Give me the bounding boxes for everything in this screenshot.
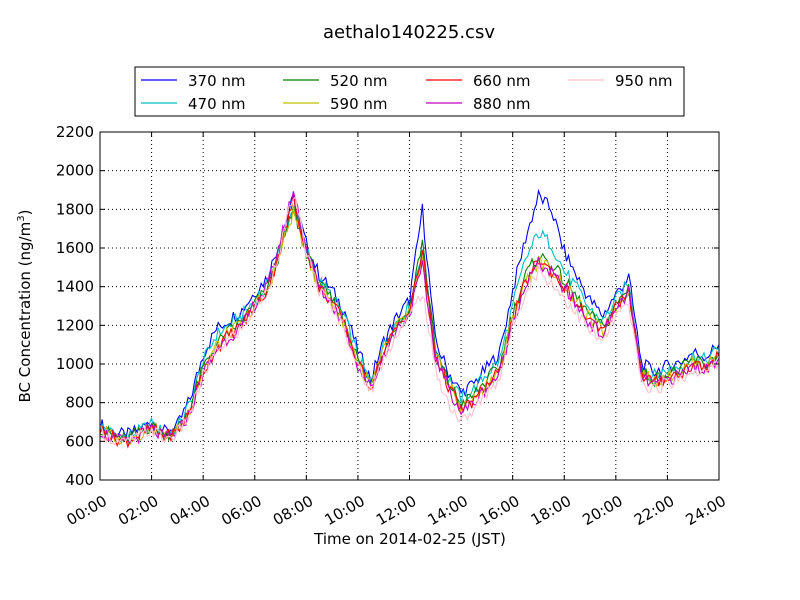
y-tick-label: 1400: [56, 278, 94, 296]
legend: 370 nm 470 nm 520 nm 590 nm 660 nm 880 nm 950 …: [134, 66, 685, 117]
y-tick-label: 2200: [56, 123, 94, 141]
legend-label: 950 nm: [615, 72, 673, 90]
y-axis-label-tail: ): [16, 210, 34, 216]
y-axis-label: BC Concentration (ng/m3): [16, 210, 34, 403]
y-tick-label: 1600: [56, 239, 94, 257]
legend-label: 660 nm: [473, 72, 531, 90]
y-axis-label-main: BC Concentration (ng/m: [16, 222, 34, 403]
y-axis-label-superscript: 3: [16, 215, 27, 221]
series-line-950-nm: [100, 195, 719, 446]
legend-label: 520 nm: [330, 72, 388, 90]
series-layer: [100, 188, 719, 449]
legend-label: 880 nm: [473, 95, 531, 113]
y-tick-label: 2000: [56, 162, 94, 180]
series-line-880-nm: [100, 191, 719, 445]
chart-title: aethalo140225.csv: [323, 22, 495, 43]
legend-box: [134, 66, 685, 117]
legend-label: 470 nm: [188, 95, 246, 113]
y-tick-label: 1000: [56, 355, 94, 373]
y-tick-label: 1800: [56, 200, 94, 218]
y-tick-label: 800: [65, 394, 94, 412]
x-axis-label: Time on 2014-02-25 (JST): [313, 530, 506, 548]
y-tick-label: 400: [65, 471, 94, 489]
y-tick-label: 600: [65, 432, 94, 450]
y-tick-label: 1200: [56, 316, 94, 334]
legend-label: 370 nm: [188, 72, 246, 90]
legend-label: 590 nm: [330, 95, 388, 113]
